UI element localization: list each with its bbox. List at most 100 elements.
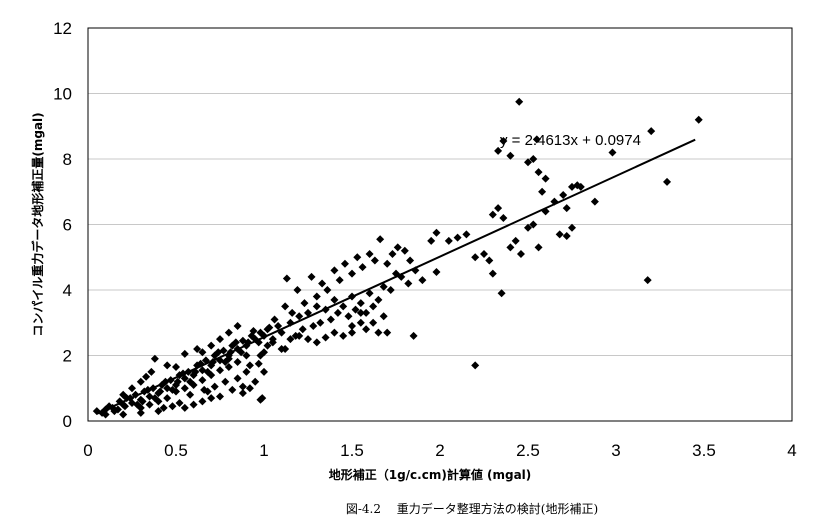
data-point bbox=[281, 302, 290, 311]
data-point bbox=[136, 408, 145, 417]
data-point bbox=[538, 187, 547, 196]
data-point bbox=[282, 274, 291, 283]
x-tick-label: 3 bbox=[611, 441, 620, 460]
data-point bbox=[270, 315, 279, 324]
data-point bbox=[268, 338, 277, 347]
data-point bbox=[113, 405, 122, 414]
data-point bbox=[163, 361, 172, 370]
data-point bbox=[524, 223, 532, 232]
data-point bbox=[263, 325, 272, 334]
data-point bbox=[231, 338, 240, 347]
data-point bbox=[216, 392, 224, 401]
data-point bbox=[260, 367, 268, 376]
data-point bbox=[304, 335, 312, 344]
data-point bbox=[663, 177, 672, 186]
x-tick-label: 1.5 bbox=[340, 441, 364, 460]
data-point bbox=[249, 326, 258, 335]
data-point bbox=[138, 397, 147, 406]
data-point bbox=[471, 253, 480, 262]
data-point bbox=[348, 328, 356, 337]
data-points bbox=[92, 97, 703, 419]
data-point bbox=[189, 380, 198, 389]
data-point bbox=[568, 223, 576, 232]
data-point bbox=[379, 312, 388, 321]
data-point bbox=[406, 256, 415, 265]
data-point bbox=[370, 256, 379, 265]
data-point bbox=[224, 328, 233, 337]
data-point bbox=[189, 400, 198, 409]
data-point bbox=[555, 230, 564, 239]
figure-caption: 図-4.2 重力データ整理方法の検討(地形補正) bbox=[346, 501, 598, 516]
data-point bbox=[260, 348, 268, 357]
data-point bbox=[277, 344, 286, 353]
data-point bbox=[365, 249, 374, 258]
data-point bbox=[358, 263, 367, 272]
data-point bbox=[233, 374, 242, 383]
data-point bbox=[488, 269, 497, 278]
data-point bbox=[330, 266, 339, 275]
data-point bbox=[374, 295, 383, 304]
data-point bbox=[254, 359, 263, 368]
data-point bbox=[316, 318, 325, 327]
data-point bbox=[608, 148, 617, 157]
data-point bbox=[186, 390, 195, 399]
data-point bbox=[365, 289, 374, 298]
x-tick-labels: 0 0.5 1 1.5 2 2.5 3 3.5 4 bbox=[83, 441, 796, 460]
data-point bbox=[499, 136, 508, 145]
data-point bbox=[163, 394, 172, 403]
data-point bbox=[471, 361, 480, 370]
data-point bbox=[516, 249, 525, 258]
data-point bbox=[142, 372, 151, 381]
data-point bbox=[321, 333, 330, 342]
data-point bbox=[339, 302, 348, 311]
data-point bbox=[383, 259, 392, 268]
data-point bbox=[529, 155, 538, 163]
y-tick-label: 4 bbox=[63, 281, 72, 300]
data-point bbox=[221, 377, 230, 386]
data-point bbox=[515, 97, 524, 106]
data-point bbox=[136, 403, 145, 412]
data-point bbox=[362, 308, 371, 317]
data-point bbox=[559, 191, 568, 200]
data-point bbox=[145, 400, 154, 409]
data-point bbox=[462, 230, 471, 239]
data-point bbox=[147, 367, 156, 376]
data-point bbox=[150, 354, 159, 363]
data-point bbox=[497, 289, 506, 298]
data-point bbox=[418, 276, 427, 285]
data-point bbox=[388, 249, 397, 258]
data-point bbox=[224, 362, 233, 371]
data-point bbox=[480, 249, 488, 258]
data-point bbox=[216, 366, 224, 375]
y-tick-label: 0 bbox=[63, 412, 72, 431]
data-point bbox=[168, 402, 177, 411]
data-point bbox=[245, 361, 254, 370]
data-point bbox=[330, 295, 339, 304]
x-tick-label: 2 bbox=[435, 441, 444, 460]
data-point bbox=[340, 259, 349, 268]
data-point bbox=[351, 305, 360, 314]
data-point bbox=[511, 236, 520, 245]
data-point bbox=[238, 389, 247, 398]
data-point bbox=[562, 231, 571, 240]
data-point bbox=[323, 286, 332, 294]
data-point bbox=[529, 220, 538, 229]
data-point bbox=[432, 267, 441, 276]
data-point bbox=[400, 246, 409, 255]
data-point bbox=[590, 197, 599, 206]
x-tick-label: 2.5 bbox=[516, 441, 540, 460]
data-point bbox=[119, 390, 128, 399]
data-point bbox=[207, 341, 216, 350]
data-point bbox=[224, 354, 233, 363]
data-point bbox=[494, 146, 503, 155]
data-point bbox=[263, 341, 272, 350]
data-point bbox=[312, 338, 321, 347]
data-point bbox=[198, 348, 207, 357]
data-point bbox=[562, 204, 571, 213]
data-point bbox=[404, 279, 413, 288]
data-point bbox=[386, 286, 395, 294]
data-point bbox=[228, 385, 237, 394]
data-point bbox=[312, 302, 321, 311]
data-point bbox=[356, 318, 365, 327]
data-point bbox=[274, 322, 283, 331]
